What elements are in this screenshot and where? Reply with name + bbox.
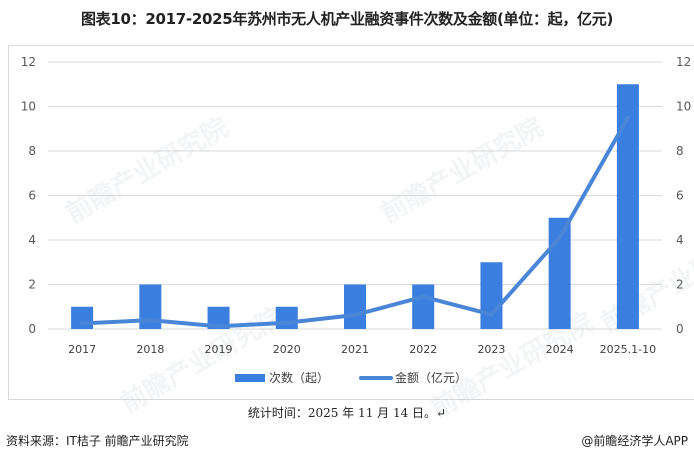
- legend-label-amount: 金额（亿元）: [395, 371, 468, 385]
- y-tick-left: 4: [28, 233, 36, 247]
- line-swatch-icon: [359, 375, 394, 380]
- y-tick-right: 10: [676, 100, 691, 114]
- bar-swatch-icon: [235, 373, 265, 382]
- chart-title: 图表10：2017-2025年苏州市无人机产业融资事件次数及金额(单位：起，亿元…: [80, 10, 613, 28]
- y-tick-left: 8: [28, 144, 36, 158]
- x-tick: 2024: [546, 343, 574, 356]
- x-tick: 2018: [136, 343, 164, 356]
- bar-series: [71, 84, 639, 329]
- x-tick: 2023: [477, 343, 505, 356]
- x-tick: 2021: [341, 343, 369, 356]
- amount-line: [80, 115, 630, 329]
- y-tick-right: 12: [676, 55, 691, 69]
- combo-chart: 0 2 4 6 8 10 12 0 2 4 6 8 10 12 2017 2018 2019 2020 2021…: [21, 55, 692, 356]
- y-tick-right: 0: [676, 322, 684, 336]
- x-tick: 2022: [409, 343, 437, 356]
- y-tick-left: 0: [28, 322, 36, 336]
- chart-frame: [8, 45, 694, 400]
- x-tick: 2020: [273, 343, 301, 356]
- y-tick-left: 12: [21, 55, 36, 69]
- x-tick: 2019: [205, 343, 233, 356]
- bar: [71, 306, 94, 329]
- bar: [412, 284, 435, 329]
- y-tick-right: 4: [676, 233, 684, 247]
- bar: [207, 306, 230, 329]
- y-tick-left: 6: [28, 189, 36, 203]
- y-tick-right: 2: [676, 278, 684, 292]
- y-tick-left: 10: [21, 100, 36, 114]
- source-note: 资料来源：IT桔子 前瞻产业研究院: [6, 434, 189, 448]
- stat-time: 统计时间：2025 年 11 月 14 日。↵: [247, 406, 447, 420]
- x-tick: 2025.1-10: [600, 343, 656, 356]
- credit: @前瞻经济学人APP: [581, 434, 688, 448]
- line-series: [80, 115, 630, 329]
- bar: [616, 84, 639, 329]
- legend-item-count: 次数（起）: [235, 369, 329, 386]
- bar: [344, 284, 366, 329]
- bar: [275, 306, 298, 329]
- legend: 次数（起） 金额（亿元）: [235, 369, 497, 386]
- y-tick-right: 6: [676, 189, 684, 203]
- bar: [480, 262, 503, 329]
- legend-item-amount: 金额（亿元）: [359, 369, 467, 386]
- legend-label-count: 次数（起）: [269, 371, 330, 385]
- x-tick: 2017: [68, 343, 96, 356]
- x-axis: 2017 2018 2019 2020 2021 2022 2023 2024 2025.1-1…: [68, 343, 656, 356]
- y-axis-left: 0 2 4 6 8 10 12: [21, 55, 36, 336]
- bar: [139, 284, 162, 329]
- y-tick-left: 2: [28, 278, 36, 292]
- y-axis-right: 0 2 4 6 8 10 12: [676, 55, 691, 336]
- y-tick-right: 8: [676, 144, 684, 158]
